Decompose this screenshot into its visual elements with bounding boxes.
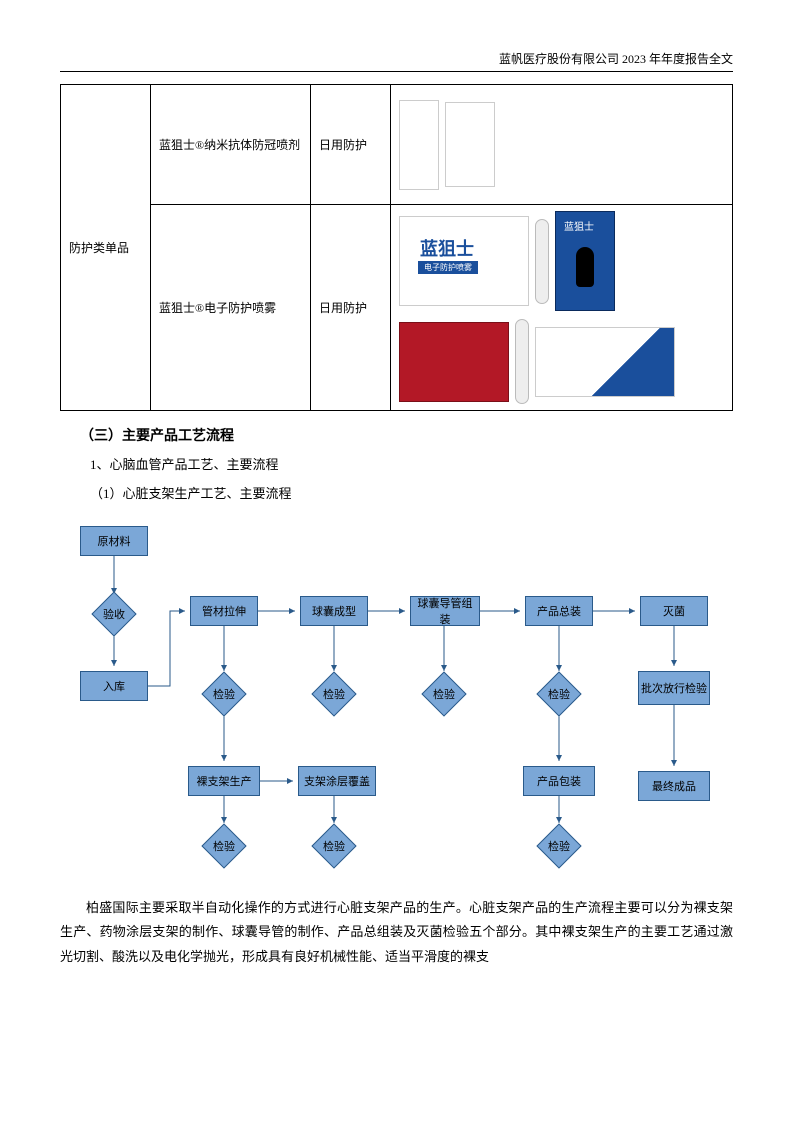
flow-node-chk2: 检验 (311, 671, 356, 716)
usage-cell: 日用防护 (311, 85, 391, 205)
table-row: 蓝狙士®电子防护喷雾 日用防护 (61, 205, 733, 411)
flow-node-sterilize: 灭菌 (640, 596, 708, 626)
blue-box-image (535, 327, 675, 397)
flow-node-assembly: 产品总装 (525, 596, 593, 626)
spray-pen-image (535, 219, 549, 304)
product-image-group (399, 100, 724, 190)
flow-node-balloon: 球囊成型 (300, 596, 368, 626)
section-title: （三）主要产品工艺流程 (80, 425, 733, 445)
category-cell: 防护类单品 (61, 85, 151, 411)
flow-node-catheter: 球囊导管组装 (410, 596, 480, 626)
product-name-cell: 蓝狙士®电子防护喷雾 (151, 205, 311, 411)
flow-node-coating: 支架涂层覆盖 (298, 766, 376, 796)
flow-node-inspect-in: 验收 (91, 591, 136, 636)
flow-node-package: 产品包装 (523, 766, 595, 796)
flow-node-chk3: 检验 (421, 671, 466, 716)
flow-node-chk4: 检验 (536, 671, 581, 716)
flow-node-bare: 裸支架生产 (188, 766, 260, 796)
flow-node-raw: 原材料 (80, 526, 148, 556)
blue-package-image (399, 216, 529, 306)
flow-node-chk7: 检验 (536, 823, 581, 868)
table-row: 防护类单品 蓝狙士®纳米抗体防冠喷剂 日用防护 (61, 85, 733, 205)
page-header: 蓝帆医疗股份有限公司 2023 年年度报告全文 (60, 50, 733, 72)
flow-node-final: 最终成品 (638, 771, 710, 801)
product-table: 防护类单品 蓝狙士®纳米抗体防冠喷剂 日用防护 蓝狙士®电子防护喷雾 日用防护 (60, 84, 733, 411)
flowchart: 原材料 验收 入库 管材拉伸 检验 球囊成型 检验 球囊导管组装 检验 产品总装… (60, 516, 733, 886)
body-paragraph: 柏盛国际主要采取半自动化操作的方式进行心脏支架产品的生产。心脏支架产品的生产流程… (60, 896, 733, 970)
usage-cell: 日用防护 (311, 205, 391, 411)
flow-node-chk6: 检验 (311, 823, 356, 868)
flow-node-batch-chk: 批次放行检验 (638, 671, 710, 705)
product-image-group (399, 211, 724, 311)
flow-node-store: 入库 (80, 671, 148, 701)
blue-tall-package-image (555, 211, 615, 311)
image-cell (391, 85, 733, 205)
header-text: 蓝帆医疗股份有限公司 2023 年年度报告全文 (499, 52, 733, 66)
flowchart-arrows (60, 516, 733, 886)
product-name-cell: 蓝狙士®纳米抗体防冠喷剂 (151, 85, 311, 205)
list-item: 1、心脑血管产品工艺、主要流程 (90, 453, 733, 476)
flow-node-chk5: 检验 (201, 823, 246, 868)
list-subitem: （1）心脏支架生产工艺、主要流程 (90, 482, 733, 505)
spray-package-image (445, 102, 495, 187)
image-cell (391, 205, 733, 411)
spray-pen-image (515, 319, 529, 404)
flow-node-tube: 管材拉伸 (190, 596, 258, 626)
flow-node-chk1: 检验 (201, 671, 246, 716)
red-package-image (399, 322, 509, 402)
spray-bottle-image (399, 100, 439, 190)
product-image-group (399, 319, 724, 404)
